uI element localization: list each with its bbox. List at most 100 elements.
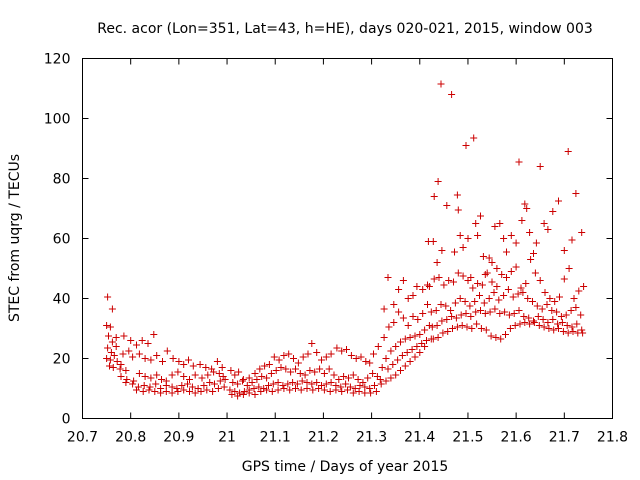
- data-point: [556, 293, 563, 301]
- chart-title: Rec. acor (Lon=351, Lat=43, h=HE), days …: [97, 21, 593, 37]
- data-point: [549, 208, 557, 215]
- x-tick-label: 21.2: [308, 430, 339, 446]
- data-point: [297, 386, 305, 394]
- data-point: [117, 373, 125, 380]
- data-point: [580, 283, 588, 290]
- data-point: [472, 220, 480, 227]
- data-point: [443, 202, 451, 209]
- data-point: [454, 206, 462, 214]
- data-point: [186, 376, 193, 383]
- data-point: [491, 305, 499, 313]
- data-point: [448, 91, 456, 98]
- data-point: [292, 385, 299, 392]
- data-point: [371, 382, 378, 389]
- data-point: [416, 331, 424, 338]
- data-point: [507, 232, 515, 239]
- data-point: [424, 281, 431, 289]
- data-point: [534, 313, 542, 320]
- data-point: [147, 374, 155, 382]
- data-point: [260, 385, 268, 392]
- data-point: [141, 373, 149, 380]
- data-point: [372, 388, 380, 395]
- data-point: [342, 380, 350, 388]
- data-point: [439, 329, 447, 337]
- data-point: [106, 356, 114, 364]
- data-point: [112, 343, 120, 350]
- data-point: [311, 368, 319, 376]
- data-point: [512, 263, 520, 271]
- y-tick-label: 120: [44, 52, 71, 68]
- data-point: [245, 374, 253, 382]
- data-point: [510, 310, 518, 317]
- data-point: [553, 308, 561, 316]
- data-point: [477, 325, 485, 332]
- data-point: [563, 322, 571, 329]
- data-point: [203, 386, 211, 394]
- data-point: [434, 334, 442, 341]
- data-point: [338, 388, 346, 395]
- data-point: [428, 323, 436, 331]
- y-tick-label: 0: [62, 412, 71, 428]
- data-point: [462, 310, 470, 317]
- data-point: [501, 308, 509, 316]
- data-point: [163, 347, 171, 355]
- data-point: [188, 383, 196, 391]
- data-point: [119, 350, 127, 358]
- data-point: [557, 313, 565, 320]
- data-point: [392, 371, 400, 379]
- data-point: [301, 371, 309, 379]
- x-tick-label: 21.5: [452, 430, 483, 446]
- data-point: [382, 355, 390, 362]
- data-point: [462, 142, 470, 149]
- data-point: [404, 322, 412, 329]
- data-point: [477, 307, 484, 314]
- data-point: [284, 380, 292, 388]
- data-point: [532, 239, 540, 247]
- data-point: [108, 305, 116, 313]
- data-point: [153, 371, 161, 379]
- data-point: [135, 370, 143, 377]
- data-point: [434, 178, 442, 185]
- data-point: [427, 308, 435, 316]
- data-point: [357, 353, 365, 361]
- data-point: [113, 358, 121, 365]
- data-point: [530, 317, 537, 325]
- data-point: [438, 317, 446, 325]
- data-point: [474, 232, 482, 239]
- data-point: [401, 335, 409, 343]
- y-tick-label: 80: [53, 172, 71, 188]
- data-point: [140, 382, 148, 389]
- data-point: [424, 301, 431, 308]
- data-point: [282, 365, 290, 373]
- data-point: [298, 377, 306, 385]
- data-point: [327, 350, 335, 358]
- data-point: [294, 359, 302, 367]
- data-point: [202, 364, 210, 371]
- data-point: [267, 370, 275, 377]
- data-point: [558, 319, 566, 326]
- data-point: [349, 371, 357, 379]
- data-point: [129, 353, 137, 361]
- data-point: [387, 374, 395, 382]
- data-point: [191, 371, 199, 379]
- data-point: [337, 383, 345, 391]
- data-point: [535, 322, 543, 329]
- data-point: [395, 286, 403, 293]
- data-point: [296, 370, 304, 377]
- data-point: [210, 368, 218, 376]
- data-point: [458, 322, 466, 329]
- data-point: [263, 374, 271, 382]
- data-point: [515, 158, 523, 166]
- data-point: [440, 281, 448, 289]
- data-point: [483, 269, 491, 277]
- data-point: [186, 388, 193, 395]
- data-point: [548, 307, 556, 314]
- x-tick-label: 21: [218, 430, 236, 446]
- data-point: [308, 340, 316, 347]
- data-point: [399, 314, 407, 322]
- data-point: [272, 367, 280, 374]
- data-point: [538, 305, 546, 313]
- data-point: [303, 379, 311, 386]
- data-point: [356, 382, 364, 389]
- data-point: [345, 374, 352, 382]
